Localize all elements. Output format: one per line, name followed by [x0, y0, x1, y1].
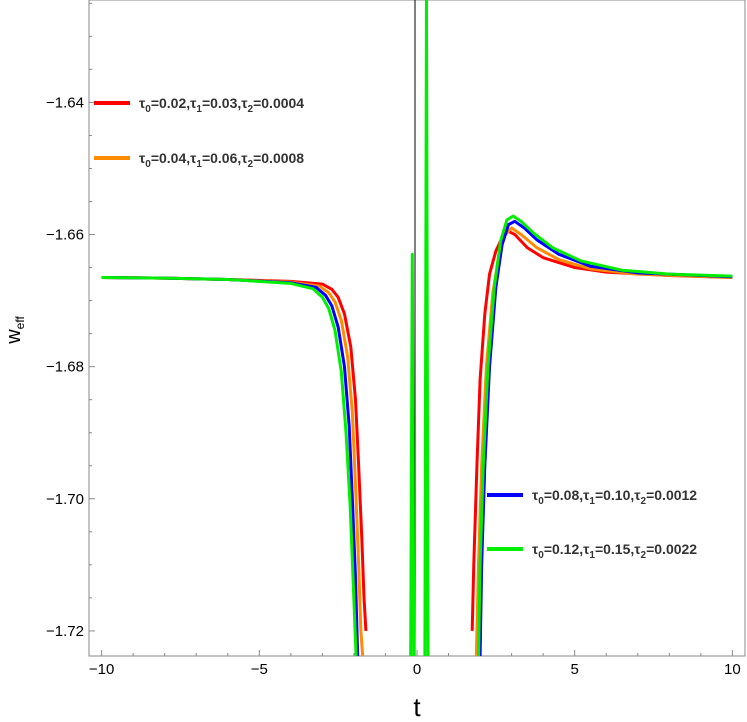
series-line	[101, 275, 365, 656]
svg-text:weff: weff	[3, 316, 27, 345]
y-tick-label: −1.72	[46, 623, 84, 640]
legend-item-1: τ0=0.02,τ1=0.03,τ2=0.0004	[94, 95, 304, 115]
legend-item-3: τ0=0.08,τ1=0.10,τ2=0.0012	[487, 487, 697, 507]
x-tick-label: 0	[413, 661, 421, 678]
y-tick-label: −1.68	[46, 359, 84, 376]
x-tick-label: 10	[724, 661, 741, 678]
legend: τ0=0.02,τ1=0.03,τ2=0.0004 τ0=0.04,τ1=0.06…	[94, 95, 697, 561]
x-tick-label: −10	[89, 661, 114, 678]
legend-label: τ0=0.08,τ1=0.10,τ2=0.0012	[532, 487, 697, 507]
y-axis-title: weff	[3, 316, 27, 345]
legend-item-4: τ0=0.12,τ1=0.15,τ2=0.0022	[487, 541, 697, 561]
y-tick-label: −1.64	[46, 94, 84, 111]
series-line	[470, 229, 733, 631]
series-line	[409, 252, 416, 656]
series-line	[477, 214, 733, 656]
y-axis-title-sub: eff	[13, 316, 27, 330]
series-2	[101, 226, 733, 656]
series-line	[101, 275, 360, 656]
series-line	[474, 226, 733, 656]
legend-label: τ0=0.12,τ1=0.15,τ2=0.0022	[532, 541, 697, 561]
series-layer	[101, 0, 733, 656]
y-axis-title-main: w	[3, 329, 25, 345]
legend-label: τ0=0.04,τ1=0.06,τ2=0.0008	[139, 150, 304, 170]
series-line	[478, 219, 733, 656]
series-line	[101, 275, 358, 656]
legend-label: τ0=0.02,τ1=0.03,τ2=0.0004	[139, 95, 304, 115]
series-line	[101, 275, 368, 631]
series-line	[423, 0, 430, 656]
x-tick-label: 5	[571, 661, 579, 678]
y-tick-label: −1.70	[46, 491, 84, 508]
x-tick-label: −5	[251, 661, 268, 678]
ticks: −10 −5 0 5 10 −1.64 −1.66 −1.68 −1.70 −1.72	[46, 2, 741, 678]
x-axis-title: t	[413, 692, 421, 722]
series-1	[101, 229, 733, 631]
y-tick-label: −1.66	[46, 227, 84, 244]
legend-item-2: τ0=0.04,τ1=0.06,τ2=0.0008	[94, 150, 304, 170]
series-3	[101, 219, 733, 656]
series-4	[101, 0, 733, 656]
